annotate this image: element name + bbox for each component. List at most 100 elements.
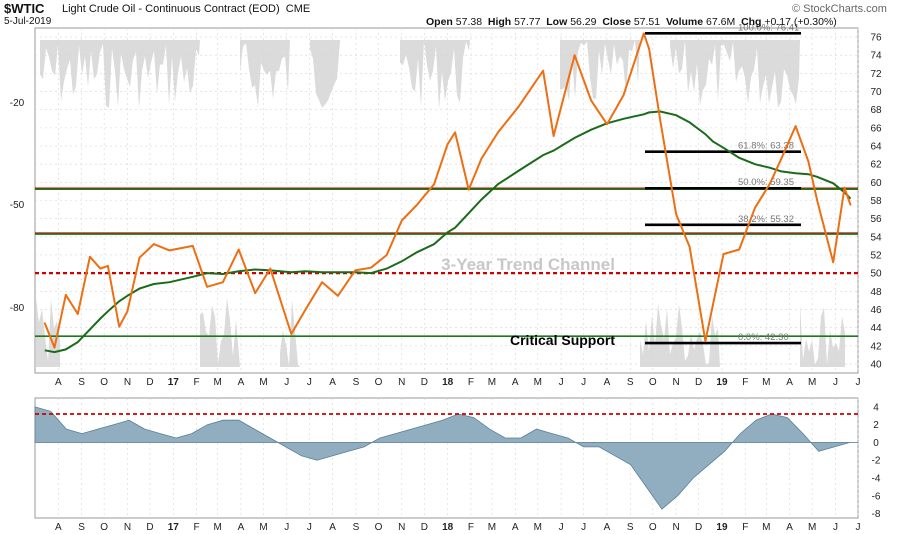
price-tick-label: 76 — [870, 33, 882, 44]
price-point — [794, 125, 797, 127]
price-point — [433, 183, 435, 185]
price-tick-label: 52 — [870, 250, 882, 261]
price-x-tick-label: D — [146, 377, 153, 388]
price-tick-label: 60 — [870, 178, 882, 189]
osc-x-tick-label: O — [649, 522, 657, 533]
price-tick-label: 48 — [870, 287, 882, 298]
price-point — [401, 219, 403, 222]
osc-x-tick-label: J — [307, 522, 312, 533]
ohlc-line: Open 57.38 High 57.77 Low 56.29 Close 57… — [426, 16, 837, 28]
price-point — [53, 346, 56, 349]
price-point — [118, 325, 120, 328]
osc-x-tick-label: N — [398, 522, 405, 533]
price-point — [704, 340, 707, 343]
sma-line — [44, 110, 852, 354]
osc-x-tick-label: J — [559, 522, 564, 533]
price-point — [237, 248, 240, 251]
price-tick-label: 40 — [870, 359, 882, 370]
price-point — [659, 119, 662, 122]
volume-label: Volume — [665, 16, 704, 28]
price-x-tick-label: J — [833, 377, 838, 388]
price-point — [807, 160, 810, 163]
price-point — [385, 254, 388, 256]
price-tick-label: 46 — [870, 305, 882, 316]
price-point — [542, 69, 544, 72]
price-x-tick-label: 17 — [168, 377, 180, 388]
price-point — [77, 313, 79, 315]
high-label: High — [487, 16, 512, 28]
osc-tick-label: -6 — [872, 491, 881, 502]
price-x-tick-label: M — [259, 377, 267, 388]
price-point — [65, 294, 67, 296]
osc-x-tick-label: O — [375, 522, 383, 533]
shading-top-1 — [240, 40, 290, 107]
price-x-tick-label: A — [604, 377, 611, 388]
price-point — [573, 54, 576, 56]
price-tick-label: 62 — [870, 160, 882, 171]
left-scale-label: -80 — [10, 303, 25, 314]
price-point — [89, 255, 91, 258]
price-tick-label: 70 — [870, 87, 882, 98]
osc-x-tick-label: J — [284, 522, 289, 533]
osc-x-tick-label: M — [259, 522, 267, 533]
osc-x-tick-label: M — [808, 522, 816, 533]
price-x-tick-label: N — [672, 377, 679, 388]
osc-x-tick-label: F — [194, 522, 200, 533]
osc-tick-label: 4 — [873, 402, 879, 413]
price-point — [769, 182, 771, 185]
osc-x-tick-label: 19 — [716, 522, 728, 533]
price-point — [643, 32, 645, 35]
price-tick-label: 68 — [870, 105, 882, 116]
price-point — [816, 200, 819, 203]
osc-x-tick-label: A — [512, 522, 519, 533]
price-point — [321, 281, 323, 284]
price-x-tick-label: F — [742, 377, 748, 388]
price-point — [337, 295, 339, 297]
as-of-date: 5-Jul-2019 — [4, 16, 52, 27]
price-point — [738, 248, 740, 251]
price-x-tick-label: O — [100, 377, 108, 388]
price-x-tick-label: O — [375, 377, 383, 388]
price-x-tick-label: M — [808, 377, 816, 388]
price-x-tick-label: F — [468, 377, 474, 388]
price-point — [304, 308, 307, 311]
open-label: Open — [426, 16, 453, 28]
shading-top-0 — [40, 40, 200, 109]
price-point — [722, 253, 725, 255]
price-point — [354, 269, 357, 272]
price-point — [446, 143, 449, 145]
osc-x-tick-label: S — [78, 522, 85, 533]
price-x-tick-label: M — [488, 377, 496, 388]
shading-bottom-1 — [200, 297, 240, 367]
price-x-tick-label: J — [284, 377, 289, 388]
price-point — [206, 286, 208, 288]
oscillator-area — [34, 406, 851, 510]
osc-x-tick-label: S — [353, 522, 360, 533]
fib-level-label: 38.2%: 55.32 — [738, 214, 794, 225]
price-x-tick-label: S — [627, 377, 634, 388]
price-point — [126, 310, 129, 313]
osc-x-tick-label: J — [856, 522, 861, 533]
price-point — [606, 123, 608, 125]
osc-x-tick-label: N — [124, 522, 131, 533]
price-x-tick-label: J — [856, 377, 861, 388]
fib-level-label: 100.0%: 76.41 — [738, 22, 799, 33]
price-point — [454, 131, 456, 134]
price-tick-label: 74 — [870, 51, 882, 62]
price-point — [269, 267, 272, 270]
osc-x-tick-label: M — [534, 522, 542, 533]
fib-level-label: 50.0%: 59.35 — [738, 177, 794, 188]
close-label: Close — [602, 16, 631, 28]
osc-x-tick-label: 17 — [168, 522, 180, 533]
osc-tick-label: 2 — [873, 420, 879, 431]
price-tick-label: 66 — [870, 123, 882, 134]
osc-x-tick-label: A — [786, 522, 793, 533]
price-point — [290, 333, 293, 335]
price-tick-label: 64 — [870, 142, 882, 153]
exchange: CME — [285, 3, 311, 15]
shading-bottom-3 — [640, 303, 720, 367]
osc-x-tick-label: S — [627, 522, 634, 533]
price-x-tick-label: 19 — [716, 377, 728, 388]
osc-x-tick-label: A — [238, 522, 245, 533]
